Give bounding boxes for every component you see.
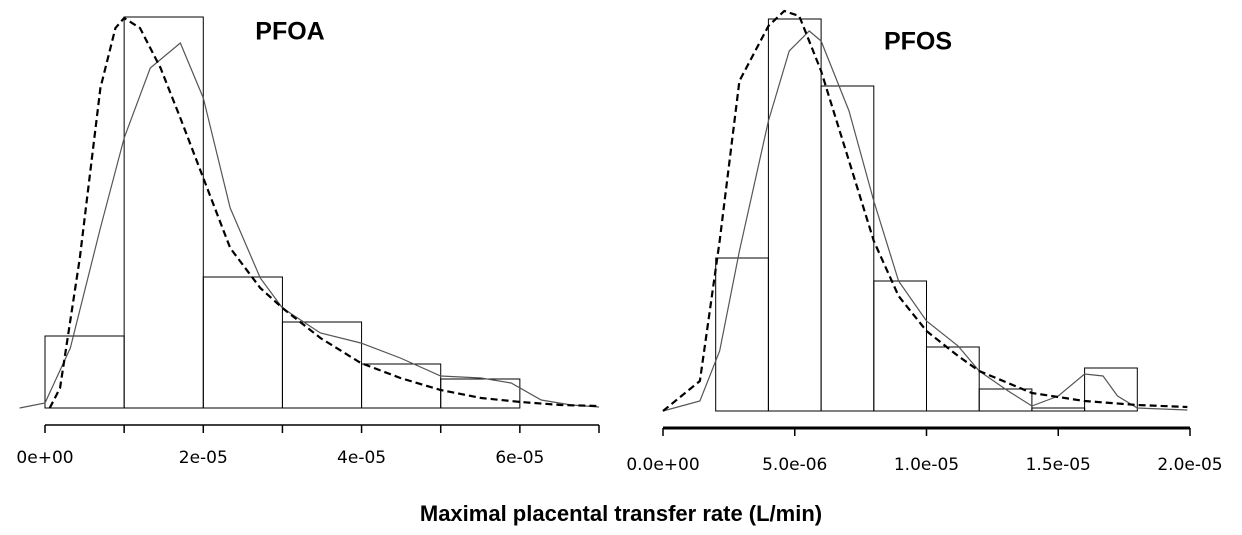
x-tick-label: 6e-05 — [495, 448, 544, 468]
histogram-bar — [873, 280, 927, 412]
histogram-bar — [715, 257, 769, 412]
x-tick-label: 0.0e+00 — [626, 455, 699, 475]
chart-title: PFOS — [884, 28, 952, 56]
x-tick-label: 0e+00 — [16, 448, 73, 468]
histogram-bar — [820, 85, 875, 412]
density-curve — [19, 42, 600, 409]
histogram-bar — [767, 18, 822, 412]
histogram-bar — [123, 16, 204, 409]
histogram-bar — [1031, 407, 1086, 412]
x-tick-label: 2.0e-05 — [1157, 455, 1222, 475]
histogram-bar — [926, 346, 980, 412]
x-tick-label: 5.0e-06 — [762, 455, 827, 475]
histogram-bar — [44, 335, 125, 409]
density-curve — [48, 16, 600, 409]
x-tick-label: 2e-05 — [179, 448, 228, 468]
chart-title: PFOA — [255, 18, 324, 46]
x-axis-label: Maximal placental transfer rate (L/min) — [420, 501, 822, 526]
density-curve — [662, 30, 1188, 412]
histogram-bar — [978, 388, 1033, 412]
x-tick-label: 1.0e-05 — [894, 455, 959, 475]
histogram-bar — [1084, 367, 1138, 412]
x-tick-label: 4e-05 — [337, 448, 386, 468]
density-curve — [662, 9, 1188, 412]
x-tick-label: 1.5e-05 — [1026, 455, 1091, 475]
histogram-bar — [281, 321, 363, 409]
histogram-bar — [440, 378, 521, 409]
